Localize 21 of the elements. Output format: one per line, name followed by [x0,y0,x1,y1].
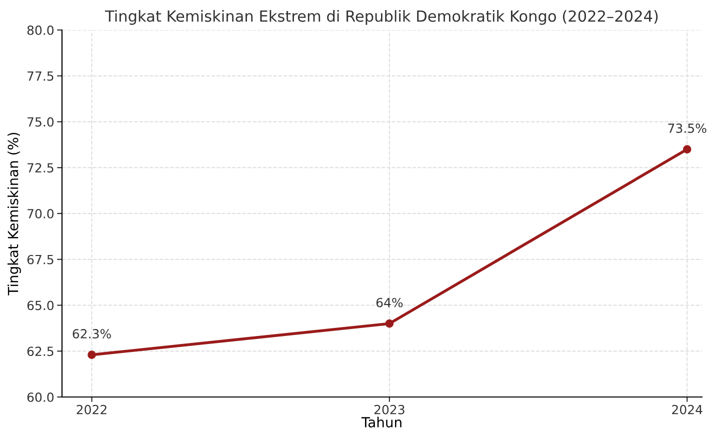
y-tick-label: 60.0 [27,392,54,402]
data-label: 64% [376,298,403,308]
y-tick-label: 70.0 [28,208,54,218]
x-tick-label: 2022 [76,404,106,414]
point [88,350,96,359]
x-tick-label: 2024 [672,404,702,414]
y-tick-label: 80.0 [27,25,54,35]
y-axis-title: Tingkat Kemiskinan (%) [8,132,21,296]
y-tick-label: 72.5 [28,163,54,173]
y-tick-label: 62.5 [27,346,54,356]
point [385,319,394,328]
data-label: 73.5% [668,124,706,133]
x-tick-label: 2023 [374,404,404,414]
y-tick-label: 67.5 [27,254,54,264]
y-tick-label: 77.5 [28,72,54,81]
x-axis-title: Tahun [361,416,402,428]
chart-title: Tingkat Kemiskinan Ekstrem di Republik Demokratik Kongo (2022–2024) [104,10,658,25]
y-tick-label: 65.0 [27,300,54,310]
point [682,145,692,154]
data-label: 62.3% [72,329,111,338]
y-tick-label: 75.0 [28,117,54,127]
